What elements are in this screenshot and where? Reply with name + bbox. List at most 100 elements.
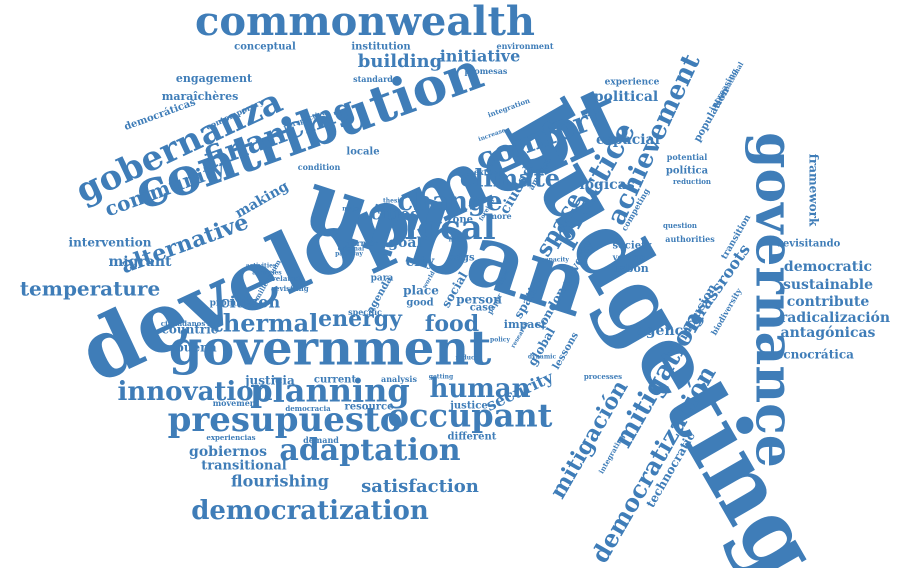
word-democratization: democratization <box>191 496 429 526</box>
word-human: human <box>429 374 530 404</box>
word-sdgs: sdgs <box>449 253 475 264</box>
word-more: more <box>488 211 511 221</box>
word-goal: goal <box>388 235 422 251</box>
word-para: para <box>371 274 394 284</box>
word-environment: environment <box>496 41 553 51</box>
word-agency: agency <box>637 323 692 339</box>
word-energy: energy <box>318 306 403 332</box>
word-specific: specific <box>348 307 382 317</box>
word-locale: locale <box>346 147 379 158</box>
word-antagonicas: antagónicas <box>781 325 876 341</box>
word-international: international <box>712 60 746 109</box>
word-contribute: contribute <box>787 294 870 310</box>
word-initiative: initiative <box>440 47 521 66</box>
word-ciudadanos: ciudadanos <box>161 319 206 328</box>
word-framework: framework <box>807 154 821 227</box>
word-governance: governance <box>744 132 805 468</box>
word-logicas: lógicas <box>579 177 634 193</box>
word-condition: condition <box>298 162 341 172</box>
word-resource: resource <box>345 402 394 413</box>
word-good: good <box>406 298 433 309</box>
word-commonwealth: commonwealth <box>195 0 535 45</box>
word-democratic: democratic <box>784 259 872 275</box>
word-promise: promise <box>210 299 251 309</box>
word-society: society <box>613 241 653 252</box>
word-current: current <box>314 375 357 386</box>
word-presupuesto: presupuesto <box>168 400 403 440</box>
word-reduction: reduction <box>673 177 711 186</box>
word-impact: impact <box>504 318 547 331</box>
word-institution: institution <box>351 42 411 53</box>
word-temperature: temperature <box>20 277 160 301</box>
word-person: person <box>456 293 502 307</box>
word-pathway: pathway <box>335 251 363 258</box>
word-conceptual: conceptual <box>234 42 296 53</box>
word-analysis: analysis <box>381 374 417 384</box>
word-occupant: occupant <box>388 397 553 435</box>
word-justicia: justicia <box>244 374 295 388</box>
word-revisitando: revisitando <box>778 239 841 250</box>
word-standard: standard <box>353 74 393 84</box>
word-activities: activities <box>246 263 277 270</box>
word-related: related <box>272 274 300 283</box>
word-revisiting: revisiting <box>271 284 308 293</box>
word-question: question <box>663 221 697 230</box>
word-buena: buena <box>175 341 216 355</box>
word-political: political <box>594 89 658 105</box>
word-processes: processes <box>584 372 622 381</box>
word-thermal: thermal <box>212 309 319 338</box>
word-zone: zone <box>447 215 473 226</box>
word-food: food <box>425 311 479 337</box>
word-getting: getting <box>429 374 454 381</box>
word-authorities: authorities <box>665 234 715 244</box>
word-building: building <box>358 51 443 72</box>
word-original: original <box>338 246 365 253</box>
word-agencies: agencies <box>252 270 282 277</box>
word-promesas: promesas <box>465 66 508 76</box>
word-intervention: intervention <box>69 236 152 250</box>
word-tecnocratica: tecnocrática <box>770 348 854 362</box>
word-innovation: innovation <box>117 377 272 407</box>
word-climate: climate <box>460 164 560 193</box>
word-engagement: engagement <box>176 72 253 85</box>
word-change: change <box>397 187 502 217</box>
word-democracia: democracia <box>285 404 331 413</box>
word-potential: potential <box>667 152 708 162</box>
word-volume: volume <box>612 252 645 262</box>
word-movement: movement <box>213 398 260 408</box>
word-migrant: migrant <box>108 254 172 270</box>
word-radicalizacion: radicalización <box>780 310 890 326</box>
word-government: government <box>169 321 492 377</box>
word-thesis: thesis <box>383 198 404 205</box>
word-experiencias: experiencias <box>206 433 255 442</box>
word-dynamic: dynamic <box>528 354 557 361</box>
word-demand: demand <box>303 435 339 445</box>
word-field: field <box>449 237 464 244</box>
word-local: local <box>404 208 495 248</box>
word-countrie: countrie <box>162 323 219 337</box>
word-reduce: reduce <box>455 355 478 362</box>
word-major: major <box>342 206 362 213</box>
word-cities: cities <box>371 205 419 224</box>
word-espacial: espacial <box>596 132 660 148</box>
word-planning: planning <box>250 372 410 410</box>
word-capacity: capacity <box>541 257 569 264</box>
word-experience: experience <box>605 78 660 88</box>
word-politica: política <box>666 166 709 177</box>
word-maraicheres: maraîchères <box>162 90 239 103</box>
word-place: place <box>403 284 439 298</box>
word-lisbon: lisbon <box>611 262 649 275</box>
word-satisfaction: satisfaction <box>361 476 479 497</box>
word-citizen: citizen <box>220 293 281 312</box>
word-extent: extent <box>474 167 502 177</box>
word-sustainable: sustainable <box>783 277 873 293</box>
word-city: city <box>406 254 435 270</box>
word-adaptation: adaptation <box>279 433 460 468</box>
word-farmer: farmer <box>348 238 379 248</box>
word-transitional: transitional <box>201 459 286 474</box>
word-gobiernos: gobiernos <box>189 444 267 460</box>
word-policy: policy <box>490 337 510 344</box>
word-justice: justice <box>449 401 487 412</box>
